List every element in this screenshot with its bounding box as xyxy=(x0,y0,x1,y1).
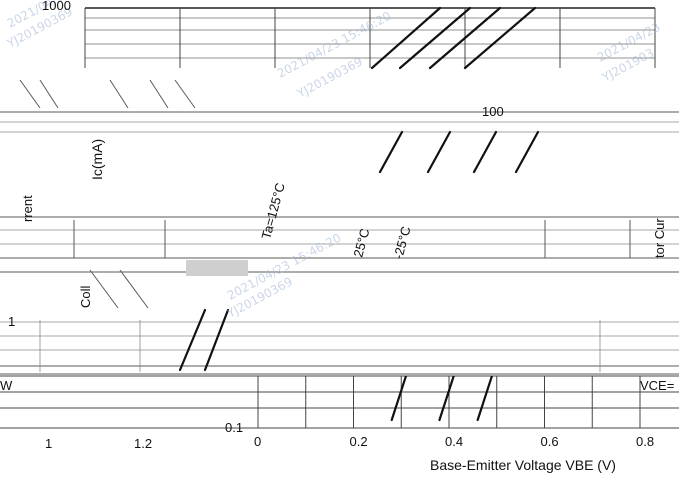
glitch-layer xyxy=(0,79,679,375)
fragment-rotated-label: rrent xyxy=(20,195,35,222)
x-tick-label: 0 xyxy=(254,434,261,449)
series-label-125: Ta=125°C xyxy=(258,181,287,241)
glitch-line xyxy=(174,79,196,109)
condition-label: VCE= xyxy=(640,378,674,393)
fragment-tick-label: 1 xyxy=(45,436,52,451)
series-label-25: 25°C xyxy=(350,227,372,259)
series-line-1 xyxy=(438,376,455,422)
mid-tick-label: 100 xyxy=(482,104,504,119)
x-tick-label: 0.2 xyxy=(350,434,368,449)
middle-series-stroke xyxy=(426,130,452,174)
upper-grid xyxy=(84,7,656,68)
glitch-line xyxy=(89,269,119,309)
series-line-0 xyxy=(390,376,408,422)
middle-series-stroke xyxy=(178,308,207,372)
mid-tick-label: 1 xyxy=(8,314,15,329)
upper-series-stroke xyxy=(370,6,442,70)
fragment-rotated-label: tor Cur xyxy=(652,218,667,258)
fragment-tick-label: 1.2 xyxy=(134,436,152,451)
fragment-rotated-label: Coll xyxy=(78,285,93,308)
glitch-block xyxy=(186,260,248,276)
glitch-line xyxy=(109,79,129,109)
middle-series xyxy=(178,130,540,372)
y-axis-label: Ic(mA) xyxy=(89,139,105,180)
middle-series-stroke xyxy=(472,130,498,174)
x-tick-label: 0.6 xyxy=(541,434,559,449)
glitch-line xyxy=(39,79,59,109)
fragment-label: W xyxy=(0,378,13,393)
middle-series-stroke xyxy=(514,130,540,174)
x-axis-label: Base-Emitter Voltage VBE (V) xyxy=(430,457,616,473)
top-tick-label: 1000 xyxy=(42,0,71,13)
y-tick-label: 0.1 xyxy=(225,420,243,435)
glitch-line xyxy=(19,79,41,109)
upper-series-stroke xyxy=(463,6,537,70)
x-tick-label: 0.4 xyxy=(445,434,463,449)
middle-series-stroke xyxy=(378,130,404,174)
upper-series-stroke xyxy=(428,6,502,70)
glitch-line xyxy=(119,269,149,309)
main-grid xyxy=(0,375,679,429)
upper-series xyxy=(370,6,537,70)
x-tick-labels: 0 0.2 0.4 0.6 0.8 xyxy=(254,434,654,449)
glitch-line xyxy=(149,79,169,109)
upper-series-stroke xyxy=(398,6,472,70)
x-tick-label: 0.8 xyxy=(636,434,654,449)
middle-series-stroke xyxy=(203,308,230,372)
